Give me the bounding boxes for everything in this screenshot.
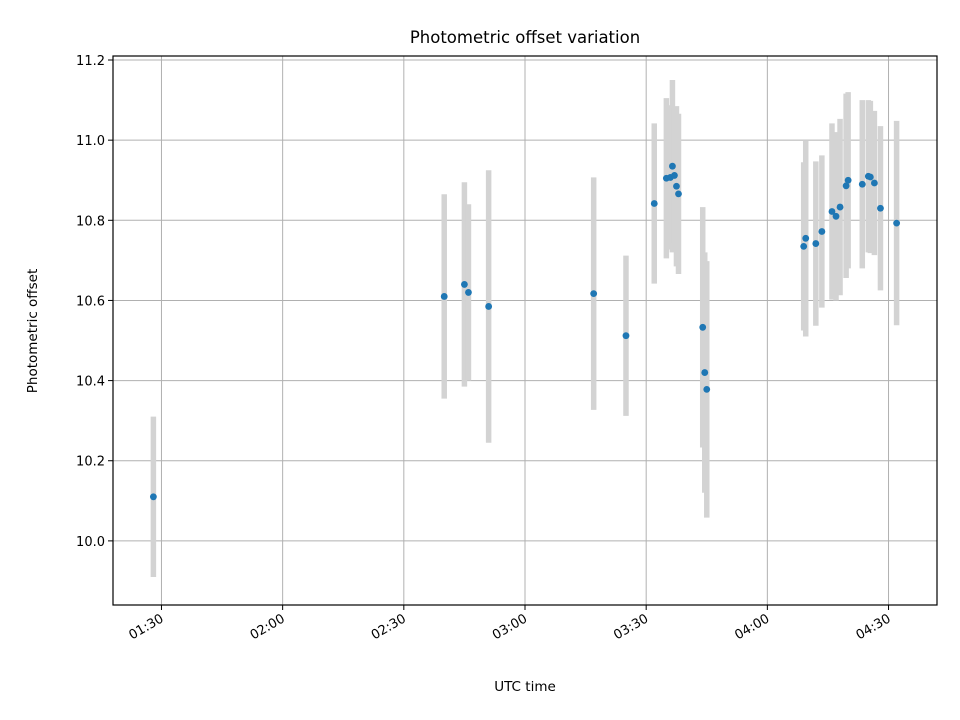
data-point [622, 332, 630, 340]
x-tick-label: 03:30 [611, 611, 651, 643]
x-axis-ticks: 01:30 02:00 02:30 03:00 03:30 04:00 04:30 [127, 605, 894, 643]
data-point [703, 386, 711, 393]
data-point [461, 281, 468, 288]
data-point [828, 208, 836, 215]
x-tick-label: 02:30 [369, 611, 409, 643]
data-point [440, 293, 448, 300]
y-axis-ticks: 10.0 10.2 10.4 10.6 10.8 11.0 11.2 [76, 54, 113, 550]
data-point [812, 240, 820, 247]
data-point [671, 172, 678, 179]
data-point [699, 323, 707, 331]
data-point [832, 212, 840, 220]
y-tick-label: 10.4 [76, 375, 105, 390]
y-tick-label: 10.6 [76, 294, 105, 309]
x-axis-label: UTC time [494, 679, 556, 695]
x-tick-label: 04:30 [854, 611, 894, 643]
data-point [836, 203, 844, 211]
data-point [675, 190, 682, 198]
grid-lines [113, 56, 937, 605]
x-tick-label: 01:30 [127, 611, 167, 643]
x-tick-label: 04:00 [732, 611, 772, 643]
x-tick-label: 02:00 [248, 611, 288, 643]
data-point [149, 493, 157, 501]
data-point [893, 219, 901, 227]
data-point [590, 290, 598, 298]
data-points [149, 162, 901, 501]
x-tick-label: 03:00 [490, 611, 530, 643]
data-point [485, 303, 493, 310]
y-axis-label: Photometric offset [25, 269, 41, 393]
data-point [877, 204, 884, 212]
y-tick-label: 11.2 [76, 54, 105, 69]
data-point [842, 182, 850, 190]
data-point [858, 180, 866, 188]
data-point [673, 182, 680, 190]
data-point [870, 179, 878, 187]
chart-title: Photometric offset variation [410, 28, 640, 47]
data-point [650, 200, 658, 207]
data-point [844, 176, 852, 184]
y-tick-label: 10.8 [76, 214, 105, 229]
data-point [465, 289, 472, 296]
y-tick-label: 11.0 [76, 134, 105, 149]
y-tick-label: 10.0 [76, 535, 105, 550]
data-point [818, 228, 826, 235]
data-point [800, 242, 808, 250]
data-point [669, 162, 676, 170]
y-tick-label: 10.2 [76, 455, 105, 470]
data-point [866, 173, 874, 181]
data-point [802, 234, 810, 242]
data-point [701, 369, 709, 376]
